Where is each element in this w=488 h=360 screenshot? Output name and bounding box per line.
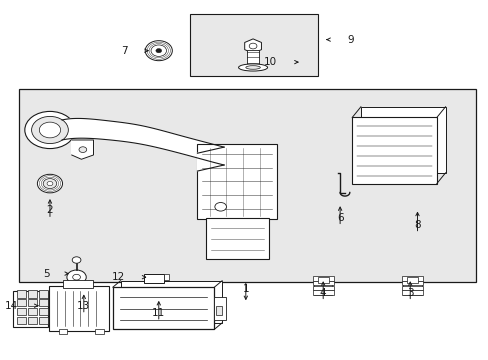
FancyBboxPatch shape	[215, 306, 221, 315]
FancyBboxPatch shape	[13, 291, 47, 327]
FancyBboxPatch shape	[197, 144, 277, 219]
FancyBboxPatch shape	[214, 297, 226, 320]
Text: 13: 13	[77, 301, 90, 311]
Circle shape	[72, 257, 81, 263]
FancyBboxPatch shape	[401, 291, 423, 295]
FancyBboxPatch shape	[27, 291, 37, 298]
Text: 11: 11	[152, 308, 165, 318]
Text: 2: 2	[46, 205, 53, 215]
FancyBboxPatch shape	[403, 282, 421, 295]
Polygon shape	[72, 140, 93, 159]
Circle shape	[73, 274, 80, 280]
FancyBboxPatch shape	[39, 308, 48, 315]
FancyBboxPatch shape	[401, 281, 423, 285]
Circle shape	[39, 122, 61, 138]
Text: 5: 5	[43, 269, 50, 279]
Text: 10: 10	[264, 57, 277, 67]
Circle shape	[214, 203, 226, 211]
Circle shape	[249, 43, 256, 49]
FancyBboxPatch shape	[27, 299, 37, 306]
Circle shape	[145, 41, 172, 61]
Text: 12: 12	[111, 272, 124, 282]
Circle shape	[25, 111, 75, 149]
FancyBboxPatch shape	[121, 281, 222, 323]
Text: 8: 8	[413, 220, 420, 230]
FancyBboxPatch shape	[17, 291, 26, 298]
FancyBboxPatch shape	[27, 308, 37, 315]
FancyBboxPatch shape	[401, 286, 423, 290]
Circle shape	[79, 147, 86, 153]
Circle shape	[67, 270, 86, 284]
Text: 4: 4	[319, 288, 326, 297]
Polygon shape	[197, 147, 224, 171]
Circle shape	[43, 179, 57, 189]
FancyBboxPatch shape	[144, 274, 163, 283]
Text: 1: 1	[242, 284, 248, 294]
FancyBboxPatch shape	[312, 286, 333, 290]
Circle shape	[156, 49, 162, 53]
FancyBboxPatch shape	[312, 291, 333, 295]
FancyBboxPatch shape	[163, 274, 169, 280]
Polygon shape	[244, 39, 261, 53]
FancyBboxPatch shape	[19, 89, 474, 282]
FancyBboxPatch shape	[27, 317, 37, 324]
Text: 7: 7	[121, 46, 127, 56]
FancyBboxPatch shape	[113, 287, 214, 329]
Circle shape	[32, 116, 68, 144]
FancyBboxPatch shape	[312, 276, 333, 281]
Text: 9: 9	[346, 35, 353, 45]
FancyBboxPatch shape	[62, 280, 93, 288]
FancyBboxPatch shape	[95, 329, 103, 334]
FancyBboxPatch shape	[190, 14, 318, 76]
FancyBboxPatch shape	[59, 329, 67, 334]
FancyBboxPatch shape	[17, 308, 26, 315]
FancyBboxPatch shape	[351, 117, 436, 184]
FancyBboxPatch shape	[312, 281, 333, 285]
FancyBboxPatch shape	[39, 317, 48, 324]
FancyBboxPatch shape	[401, 276, 423, 281]
FancyBboxPatch shape	[317, 277, 328, 283]
FancyBboxPatch shape	[39, 299, 48, 306]
FancyBboxPatch shape	[17, 299, 26, 306]
FancyBboxPatch shape	[206, 217, 268, 258]
Circle shape	[37, 174, 62, 193]
FancyBboxPatch shape	[407, 277, 417, 283]
Polygon shape	[62, 118, 224, 165]
Circle shape	[151, 45, 166, 57]
Ellipse shape	[245, 66, 260, 69]
FancyBboxPatch shape	[360, 107, 445, 173]
Text: 14: 14	[4, 301, 18, 311]
Text: 3: 3	[406, 288, 413, 297]
Ellipse shape	[238, 64, 267, 71]
Text: 6: 6	[336, 212, 343, 222]
FancyBboxPatch shape	[17, 317, 26, 324]
Circle shape	[47, 181, 53, 186]
FancyBboxPatch shape	[247, 50, 258, 64]
FancyBboxPatch shape	[313, 282, 332, 295]
FancyBboxPatch shape	[39, 291, 48, 298]
FancyBboxPatch shape	[49, 286, 109, 331]
